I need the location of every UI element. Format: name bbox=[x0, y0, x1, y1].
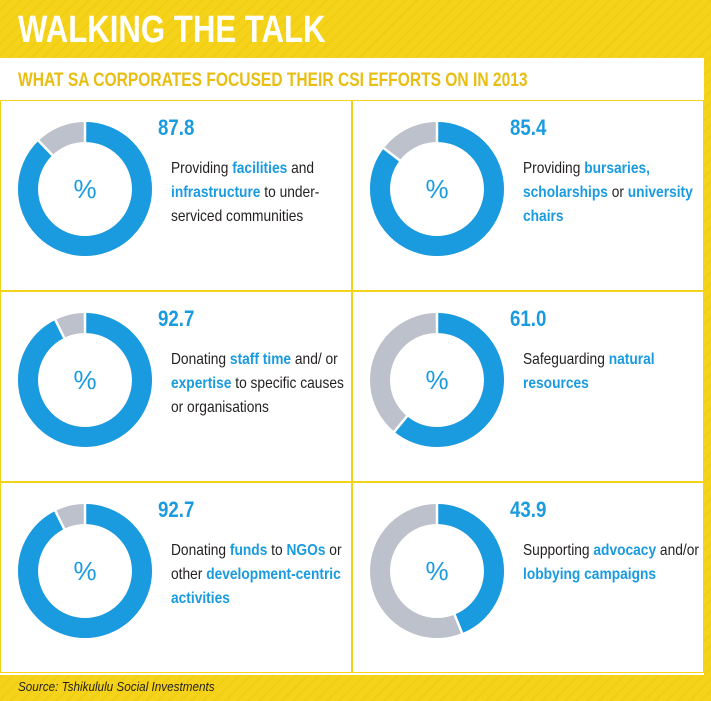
donut-chart: % bbox=[370, 503, 504, 638]
percent-sign: % bbox=[73, 365, 96, 395]
donut-card: % 92.7 Donating staff time and/ or experti… bbox=[0, 291, 352, 482]
description-text: or other bbox=[171, 542, 342, 583]
value-label: 85.4 bbox=[510, 115, 547, 140]
highlight-text: natural resources bbox=[523, 351, 655, 392]
slice-separator bbox=[53, 318, 66, 340]
category-description: Safeguarding natural resources bbox=[523, 348, 699, 396]
donut-chart: % bbox=[370, 312, 504, 447]
donut-chart: % bbox=[18, 503, 152, 638]
percent-sign: % bbox=[425, 365, 448, 395]
donut-card: % 92.7 Donating funds to NGOs or other dev… bbox=[0, 482, 352, 673]
page-title: WALKING THE TALK bbox=[18, 9, 326, 51]
description-text: Supporting bbox=[523, 542, 594, 559]
value-label: 61.0 bbox=[510, 306, 547, 331]
slice-separator bbox=[382, 146, 402, 163]
category-description: Donating staff time and/ or expertise to… bbox=[171, 348, 347, 420]
donut-chart: % bbox=[18, 312, 152, 447]
description-text: or bbox=[607, 184, 628, 201]
percent-sign: % bbox=[73, 174, 96, 204]
highlight-text: staff time bbox=[229, 351, 292, 368]
highlight-text: NGOs bbox=[286, 542, 326, 559]
donut-card: % 43.9 Supporting advocacy and/or lobbying… bbox=[352, 482, 704, 673]
highlight-text: facilities bbox=[232, 160, 288, 177]
slice-separator bbox=[453, 613, 464, 635]
highlight-text: lobbying campaigns bbox=[523, 566, 657, 583]
highlight-text: funds bbox=[229, 542, 268, 559]
description-text: to bbox=[267, 542, 287, 559]
highlight-text: advocacy bbox=[593, 542, 657, 559]
value-label: 43.9 bbox=[510, 497, 547, 522]
description-text: and/ or bbox=[291, 351, 338, 368]
category-description: Donating funds to NGOs or other developm… bbox=[171, 539, 347, 611]
description-text: Safeguarding bbox=[523, 351, 609, 368]
content-panel: WHAT SA CORPORATES FOCUSED THEIR CSI EFF… bbox=[0, 58, 704, 675]
header-band: WALKING THE TALK bbox=[0, 0, 711, 58]
percent-sign: % bbox=[73, 556, 96, 586]
value-label: 92.7 bbox=[158, 306, 195, 331]
donut-chart: % bbox=[370, 121, 504, 256]
value-label: 87.8 bbox=[158, 115, 195, 140]
donut-chart: % bbox=[18, 121, 152, 256]
description-text: Donating bbox=[171, 351, 230, 368]
description-text: Donating bbox=[171, 542, 230, 559]
description-text: to under-serviced communities bbox=[171, 184, 320, 225]
chart-subtitle: WHAT SA CORPORATES FOCUSED THEIR CSI EFF… bbox=[18, 70, 528, 91]
description-text: to specific causes or organisations bbox=[171, 375, 344, 416]
highlight-text: bursaries, scholarships bbox=[523, 160, 650, 201]
percent-sign: % bbox=[425, 174, 448, 204]
description-text: Providing bbox=[171, 160, 233, 177]
slice-separator bbox=[53, 509, 66, 531]
description-text: and/or bbox=[656, 542, 699, 559]
donut-card: % 85.4 Providing bursaries, scholarships o… bbox=[352, 100, 704, 291]
category-description: Providing bursaries, scholarships or uni… bbox=[523, 157, 699, 229]
value-label: 92.7 bbox=[158, 497, 195, 522]
category-description: Providing facilities and infrastructure … bbox=[171, 157, 347, 229]
highlight-text: development-centric activities bbox=[171, 566, 341, 607]
highlight-text: expertise bbox=[171, 375, 232, 392]
percent-sign: % bbox=[425, 556, 448, 586]
slice-separator bbox=[36, 139, 54, 157]
description-text: and bbox=[287, 160, 315, 177]
highlight-text: infrastructure bbox=[171, 184, 261, 201]
donut-grid: % 87.8 Providing facilities and infrastruc… bbox=[0, 100, 704, 675]
donut-card: % 87.8 Providing facilities and infrastruc… bbox=[0, 100, 352, 291]
source-note: Source: Tshikululu Social Investments bbox=[18, 679, 215, 694]
donut-card: % 61.0 Safeguarding natural resources bbox=[352, 291, 704, 482]
description-text: Providing bbox=[523, 160, 585, 177]
category-description: Supporting advocacy and/or lobbying camp… bbox=[523, 539, 699, 587]
highlight-text: university chairs bbox=[523, 184, 693, 225]
slice-separator bbox=[392, 414, 409, 434]
